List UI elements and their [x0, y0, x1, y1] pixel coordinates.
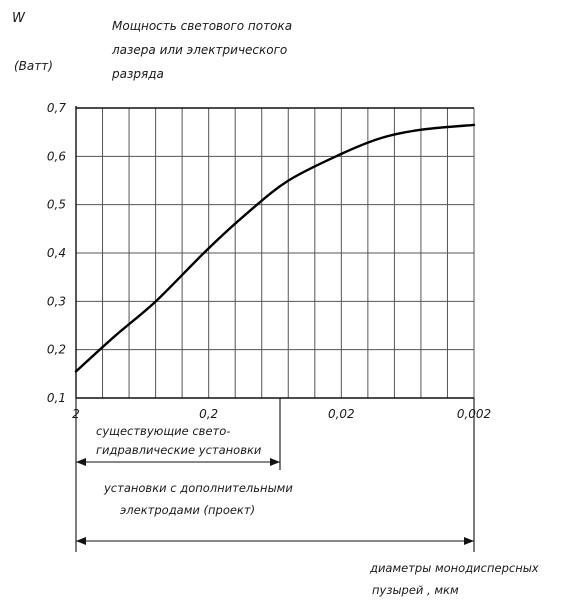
- dimension-lines: [75, 398, 475, 552]
- project-range-arrowhead-left: [76, 537, 86, 545]
- x-tick-labels: 2 0,2 0,02 0,002: [72, 407, 491, 421]
- project-installations-line-1: установки с дополнительными: [103, 481, 293, 495]
- y-tick-label: 0,5: [47, 198, 66, 212]
- y-tick-label: 0,4: [47, 246, 66, 260]
- existing-installations-line-2: гидравлические установки: [96, 443, 262, 457]
- power-curve-line: [74, 123, 476, 373]
- y-tick-label: 0,3: [47, 294, 66, 308]
- y-tick-label: 0,7: [47, 101, 66, 115]
- chart-title-line-2: лазера или электрического: [111, 43, 287, 57]
- y-axis-label: W: [12, 11, 26, 26]
- existing-range-arrowhead-right: [270, 458, 280, 466]
- y-tick-labels: 0,1 0,2 0,3 0,4 0,5 0,6 0,7: [47, 101, 66, 405]
- y-axis-unit: (Ватт): [14, 59, 53, 73]
- y-tick-label: 0,1: [47, 391, 66, 405]
- chart-title-line-1: Мощность светового потока: [112, 19, 292, 33]
- x-tick-label: 0,02: [328, 407, 355, 421]
- existing-installations-line-1: существующие свето-: [96, 424, 230, 438]
- series-layer: [74, 123, 476, 373]
- x-axis-label-line-1: диаметры монодисперсных: [369, 561, 539, 575]
- project-range-arrowhead-right: [464, 537, 474, 545]
- grid-layer: [76, 107, 475, 398]
- x-tick-label: 0,2: [199, 407, 218, 421]
- y-tick-label: 0,2: [47, 343, 66, 357]
- x-axis-label-line-2: пузырей , мкм: [372, 583, 459, 597]
- axis-layer: [75, 106, 474, 399]
- existing-range-arrowhead-left: [76, 458, 86, 466]
- y-tick-label: 0,6: [47, 149, 66, 163]
- project-installations-line-2: электродами (проект): [120, 503, 255, 517]
- chart-title-line-3: разряда: [111, 67, 164, 81]
